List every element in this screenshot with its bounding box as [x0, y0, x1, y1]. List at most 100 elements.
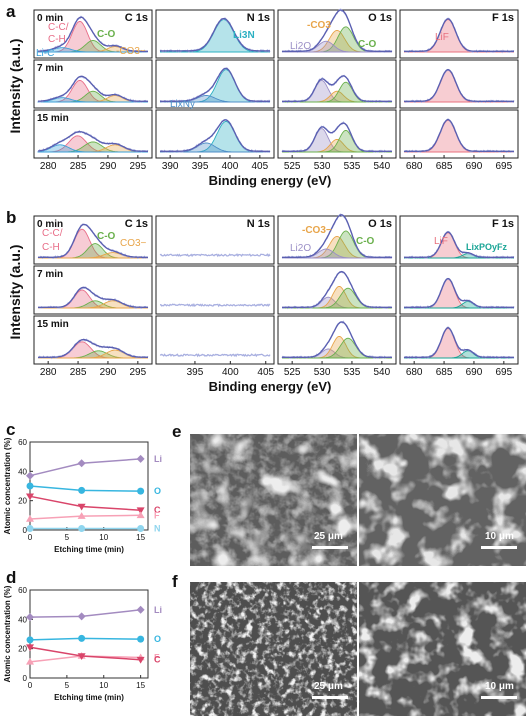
time-label: 0 min [37, 13, 63, 24]
data-point [136, 454, 145, 463]
y-tick-label: 20 [18, 645, 27, 654]
fit-envelope [404, 277, 514, 308]
fit-envelope [282, 214, 392, 258]
peak-component [404, 253, 514, 259]
region-label: N 1s [247, 12, 270, 24]
region-label: O 1s [368, 218, 392, 230]
subplot-frame [155, 109, 275, 159]
series-label: F [154, 652, 160, 662]
subplot-frame [277, 315, 397, 365]
series-label: N [154, 524, 161, 534]
fit-envelope [37, 75, 148, 102]
x-tick-label: 405 [257, 367, 274, 378]
data-point [77, 512, 86, 519]
scale-bar-label: 25 μm [314, 531, 343, 542]
sem-image-e-right: 10 μm [359, 434, 526, 566]
scale-bar-label: 10 μm [485, 681, 514, 692]
x-tick-label: 280 [40, 161, 57, 172]
plot-frame [29, 589, 149, 679]
time-label: 7 min [37, 269, 63, 280]
fit-envelope [404, 231, 514, 258]
y-axis-title: Atomic concentration (%) [3, 585, 12, 682]
peak-annotation: C-O [97, 29, 116, 40]
peak-annotation: C-C/ [48, 22, 69, 33]
subplot-frame [277, 9, 397, 59]
series-line [29, 495, 141, 511]
data-point [26, 493, 34, 501]
data-point [136, 507, 145, 515]
peak-annotation: C-O [356, 236, 375, 247]
atomic-concentration-chart-c: 0 20 40 60 0 5 10 15 Atomic concentration (%) Etc… [3, 437, 162, 554]
x-tick-label: 530 [314, 367, 331, 378]
peak-annotation: LixPOyFz [466, 242, 508, 252]
fit-envelope [404, 327, 514, 358]
scale-bar [481, 546, 517, 549]
peak-component [160, 69, 270, 103]
x-tick-label: 535 [344, 161, 361, 172]
subplot-frame [155, 9, 275, 59]
sem-texture [359, 434, 526, 566]
x-tick-label: 680 [406, 161, 423, 172]
data-point [26, 471, 34, 480]
scale-bar [312, 696, 348, 699]
xps-panel-b: Intensity (a.u.) C 1s 280 285 290 295 N 1s 395 4… [7, 213, 519, 394]
series-line [29, 485, 141, 492]
data-point [136, 656, 145, 664]
data-point [77, 612, 86, 621]
subplot-frame [277, 59, 397, 109]
fit-envelope [38, 223, 148, 258]
y-tick-label: 0 [23, 674, 28, 683]
panel-letter-f: f [172, 572, 178, 591]
fit-envelope [404, 68, 514, 102]
subplot-frame [155, 215, 275, 265]
y-tick-label: 60 [18, 586, 27, 595]
panel-letter-e: e [172, 422, 182, 441]
atomic-concentration-chart-d: 0 20 40 60 0 5 10 15 Atomic concentration (%) Etc… [3, 585, 162, 702]
series-label: Li [154, 605, 162, 615]
fit-envelope [282, 75, 392, 102]
data-point [137, 487, 145, 495]
peak-annotation: -CO3 [307, 20, 331, 31]
region-label: O 1s [368, 12, 392, 24]
data-point [26, 613, 34, 622]
y-tick-label: 40 [18, 615, 27, 624]
y-axis-title: Atomic concentration (%) [3, 437, 12, 534]
subplot-frame [155, 315, 275, 365]
series-label: C [154, 655, 161, 665]
fit-envelope [404, 18, 514, 52]
x-axis-title: Etching time (min) [54, 693, 124, 702]
x-tick-label: 540 [373, 367, 390, 378]
scale-bar-label: 10 μm [485, 531, 514, 542]
y-tick-label: 60 [18, 438, 27, 447]
data-point [136, 511, 145, 519]
region-label: F 1s [492, 218, 514, 230]
series-label: O [154, 486, 161, 496]
peak-annotation: LiF [434, 236, 448, 247]
peak-annotation: C-O [358, 39, 377, 50]
x-tick-label: 10 [99, 533, 108, 542]
fit-envelope [404, 118, 514, 152]
sem-texture [359, 582, 526, 716]
x-tick-label: 525 [284, 367, 301, 378]
time-label: 15 min [37, 113, 69, 124]
y-tick-label: 20 [18, 497, 27, 506]
x-tick-label: 295 [129, 161, 146, 172]
subplot-frame [399, 215, 519, 265]
x-tick-label: 685 [436, 161, 453, 172]
data-point [78, 634, 86, 642]
x-tick-label: 0 [28, 533, 33, 542]
time-label: 0 min [37, 219, 63, 230]
series-line [29, 609, 141, 618]
panel-letter-a: a [6, 2, 16, 21]
x-tick-label: 0 [28, 681, 33, 690]
subplot-frame [33, 315, 153, 365]
sem-image-f-left: 25 μm [190, 582, 357, 716]
sem-image-e-left: 25 μm [190, 434, 357, 566]
x-tick-label: 10 [99, 681, 108, 690]
fit-envelope [38, 286, 148, 308]
peak-annotation: C-O [97, 231, 116, 242]
x-tick-label: 400 [222, 367, 239, 378]
fit-envelope [37, 16, 148, 52]
y-axis-title: Intensity (a.u.) [7, 39, 23, 134]
data-point [77, 653, 86, 660]
